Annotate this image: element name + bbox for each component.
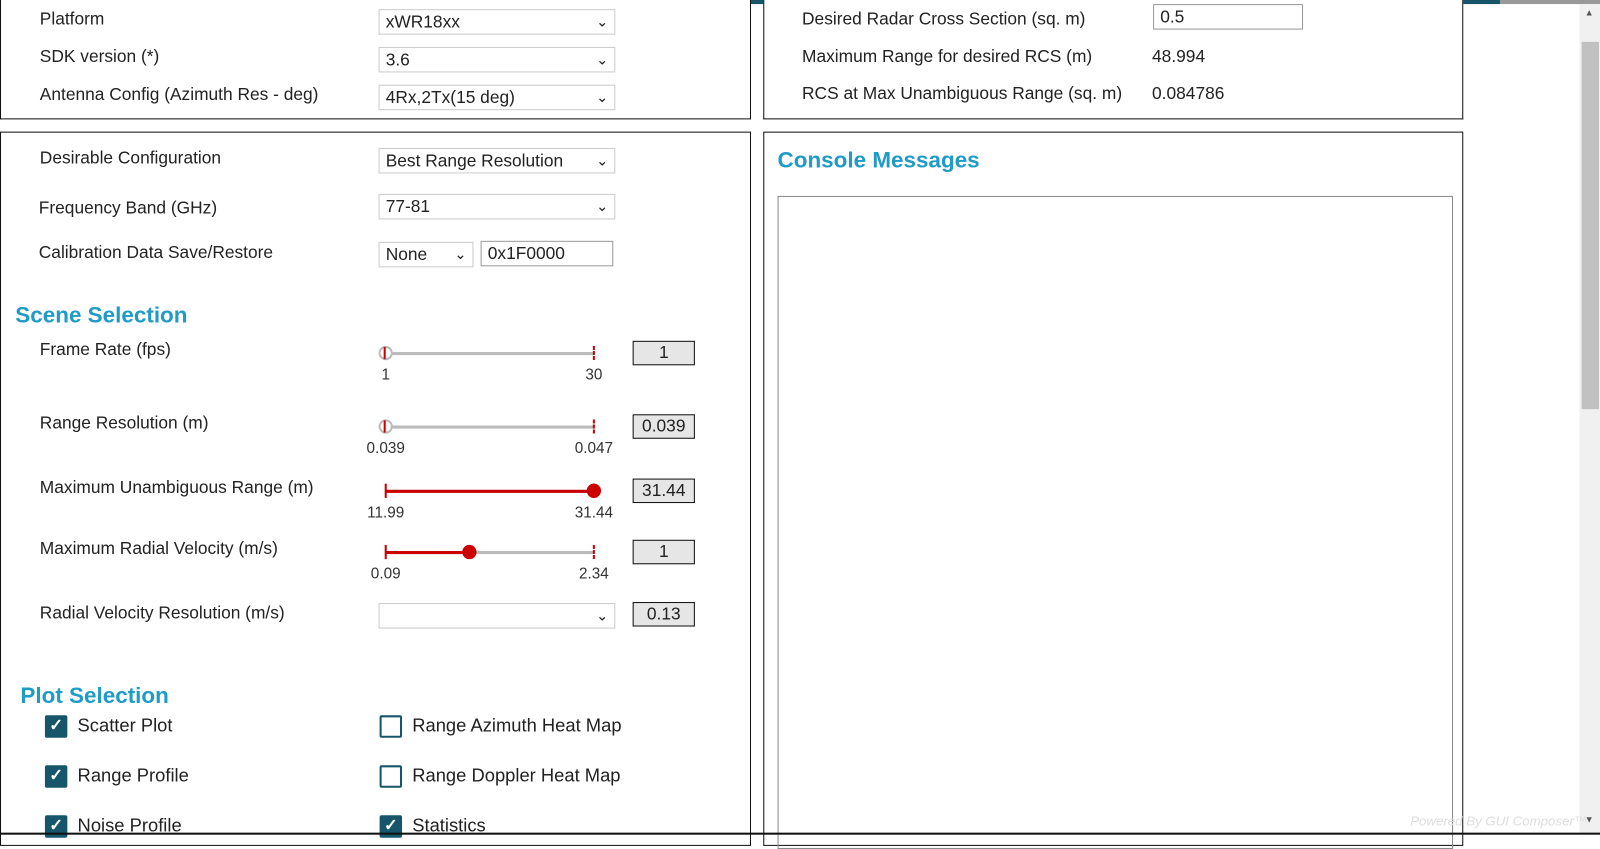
desirable-label: Desirable Configuration: [39, 147, 222, 168]
slider-max-label: 31.44: [574, 504, 614, 522]
sdk-label: SDK version (*): [39, 46, 160, 67]
slider-fill: [385, 551, 470, 555]
slider-min-tick: [384, 483, 387, 498]
freq-label: Frequency Band (GHz): [38, 197, 218, 218]
slider-fill: [385, 489, 594, 493]
checkbox[interactable]: ✓: [379, 815, 403, 838]
platform-label: Platform: [39, 9, 105, 29]
antenna-label: Antenna Config (Azimuth Res - deg): [39, 84, 319, 105]
console-panel: Console Messages: [763, 131, 1464, 849]
desirable-select[interactable]: Best Range Resolution ⌄: [378, 147, 616, 174]
chevron-down-icon: ⌄: [596, 51, 609, 68]
check-icon: ✓: [49, 817, 63, 835]
slider-label: Range Resolution (m): [39, 413, 209, 433]
slider-label: Frame Rate (fps): [39, 339, 171, 360]
slider-track[interactable]: [385, 551, 594, 555]
console-title: Console Messages: [777, 146, 980, 173]
slider-value-box[interactable]: 0.039: [632, 414, 695, 439]
slider-track[interactable]: [385, 352, 594, 356]
plot-selection-title: Plot Selection: [20, 682, 169, 709]
slider-max-label: 30: [585, 366, 603, 384]
scroll-down-icon[interactable]: ▼: [1584, 814, 1594, 825]
chevron-down-icon: ⌄: [596, 152, 609, 169]
desirable-value: Best Range Resolution: [385, 151, 564, 171]
checkbox[interactable]: [379, 765, 403, 788]
slider-label: Maximum Radial Velocity (m/s): [39, 538, 278, 559]
checkbox-label: Range Doppler Heat Map: [412, 765, 621, 786]
scrollbar[interactable]: ▲ ▼: [1579, 4, 1600, 834]
antenna-value: 4Rx,2Tx(15 deg): [385, 87, 515, 108]
freq-value: 77-81: [385, 196, 431, 217]
slider-max-label: 0.047: [574, 439, 614, 458]
calib-select[interactable]: None ⌄: [378, 241, 474, 268]
platform-value: xWR18xx: [385, 12, 460, 32]
calib-label: Calibration Data Save/Restore: [38, 242, 274, 263]
top-bar-end: [1499, 0, 1600, 5]
slider-handle[interactable]: [462, 544, 477, 560]
sdk-value: 3.6: [385, 49, 410, 70]
chevron-down-icon: ⌄: [596, 13, 609, 30]
slider-max-label: 2.34: [578, 565, 609, 583]
slider-min-label: 11.99: [367, 504, 405, 522]
slider-min-label: 0.039: [366, 439, 405, 458]
slider-value-box[interactable]: 31.44: [632, 478, 695, 504]
slider-value-box[interactable]: 1: [632, 340, 695, 366]
checkbox-label: Scatter Plot: [77, 715, 173, 736]
chevron-down-icon: ⌄: [596, 197, 609, 215]
check-icon: ✓: [49, 767, 63, 785]
scroll-up-icon[interactable]: ▲: [1584, 7, 1594, 18]
rcs-label: Desired Radar Cross Section (sq. m): [802, 9, 1086, 29]
antenna-select[interactable]: 4Rx,2Tx(15 deg) ⌄: [378, 84, 616, 111]
calib-value: None: [385, 244, 428, 265]
slider-max-tick: [592, 544, 595, 560]
slider-value-box[interactable]: 1: [632, 539, 695, 565]
rcs-panel: Desired Radar Cross Section (sq. m) 0.5 …: [763, 0, 1464, 120]
scrollbar-thumb[interactable]: [1581, 41, 1599, 410]
slider-track[interactable]: [385, 425, 594, 429]
scene-selection-title: Scene Selection: [15, 302, 188, 328]
vel-res-select[interactable]: ⌄: [378, 603, 616, 629]
checkbox-label: Noise Profile: [77, 815, 182, 836]
rcs-max-unamb-value: 0.084786: [1152, 83, 1225, 104]
max-range-rcs-value: 48.994: [1152, 46, 1206, 67]
rcs-input[interactable]: 0.5: [1153, 4, 1304, 30]
slider-handle[interactable]: [586, 483, 602, 498]
chevron-down-icon: ⌄: [454, 245, 467, 263]
checkbox-label: Range Azimuth Heat Map: [412, 715, 622, 736]
checkbox[interactable]: ✓: [44, 765, 68, 788]
check-icon: ✓: [49, 717, 63, 735]
rcs-max-unamb-label: RCS at Max Unambiguous Range (sq. m): [802, 83, 1123, 104]
vel-res-display: 0.13: [632, 602, 695, 627]
footer-text: Powered By GUI Composer™: [1410, 813, 1588, 829]
config-panel: Desirable Configuration Best Range Resol…: [0, 131, 752, 846]
slider-max-tick: [592, 419, 595, 434]
checkbox-label: Statistics: [412, 815, 486, 836]
checkbox[interactable]: [379, 715, 403, 738]
sdk-select[interactable]: 3.6 ⌄: [378, 46, 616, 73]
slider-max-tick: [592, 345, 595, 361]
checkbox-label: Range Profile: [77, 765, 189, 786]
slider-min-label: 0.09: [370, 565, 401, 583]
max-range-rcs-label: Maximum Range for desired RCS (m): [802, 46, 1093, 67]
slider-handle[interactable]: [378, 419, 393, 434]
freq-select[interactable]: 77-81 ⌄: [378, 193, 616, 220]
calib-address-input[interactable]: 0x1F0000: [480, 240, 614, 267]
slider-label: Maximum Unambiguous Range (m): [39, 477, 314, 497]
console-output[interactable]: [777, 195, 1454, 849]
vel-res-label: Radial Velocity Resolution (m/s): [39, 603, 285, 623]
device-panel: Platform xWR18xx ⌄ SDK version (*) 3.6 ⌄ A…: [0, 0, 752, 120]
slider-handle[interactable]: [378, 345, 393, 361]
chevron-down-icon: ⌄: [596, 607, 609, 624]
slider-min-tick: [384, 544, 387, 560]
platform-select[interactable]: xWR18xx ⌄: [378, 9, 616, 35]
check-icon: ✓: [383, 817, 398, 835]
checkbox[interactable]: ✓: [44, 715, 68, 738]
slider-min-label: 1: [381, 366, 390, 384]
chevron-down-icon: ⌄: [596, 88, 609, 106]
